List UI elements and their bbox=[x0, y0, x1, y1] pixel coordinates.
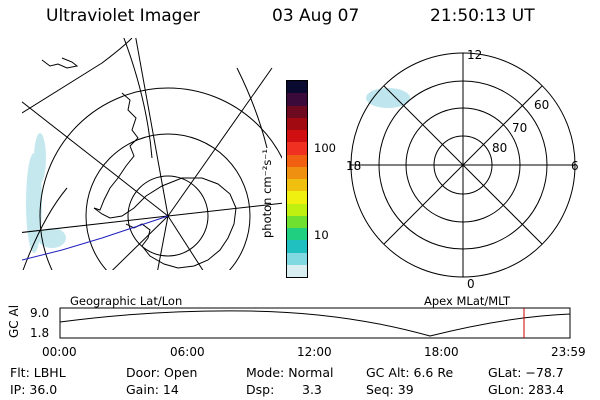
colorbar-segment bbox=[287, 105, 307, 118]
colorbar-segment bbox=[287, 81, 307, 94]
lat-label-80: 80 bbox=[492, 141, 507, 155]
status-flt: Flt: LBHL bbox=[10, 365, 66, 380]
left-panel-label: Geographic Lat/Lon bbox=[70, 294, 183, 308]
satellite-track bbox=[22, 215, 169, 261]
mlt-label-0: 0 bbox=[467, 277, 475, 291]
status-seq: Seq: 39 bbox=[366, 382, 414, 397]
colorbar bbox=[286, 80, 308, 278]
instrument-title: Ultraviolet Imager bbox=[46, 6, 200, 26]
colorbar-segment bbox=[287, 166, 307, 179]
mlt-label-6: 6 bbox=[571, 159, 579, 173]
timeline-xtick-1200: 12:00 bbox=[297, 345, 332, 359]
colorbar-tick-100: 100 bbox=[314, 141, 336, 155]
colorbar-segment bbox=[287, 130, 307, 143]
status-dsp-value: 3.3 bbox=[302, 382, 322, 397]
timeline-xtick-0000: 00:00 bbox=[42, 345, 77, 359]
time-label: 21:50:13 UT bbox=[430, 6, 535, 26]
aurora-emission-left bbox=[26, 133, 66, 253]
right-panel-label: Apex MLat/MLT bbox=[424, 294, 511, 308]
colorbar-tick-10: 10 bbox=[314, 228, 329, 242]
status-ip: IP: 36.0 bbox=[10, 382, 58, 397]
colorbar-segment bbox=[287, 191, 307, 204]
date-label: 03 Aug 07 bbox=[272, 6, 360, 26]
geographic-map bbox=[22, 38, 282, 270]
status-glat: GLat: −78.7 bbox=[488, 365, 564, 380]
coastline bbox=[41, 57, 237, 269]
timeline-ytick-1-8: 1.8 bbox=[30, 326, 49, 340]
colorbar-segment bbox=[287, 154, 307, 167]
status-gain: Gain: 14 bbox=[126, 382, 179, 397]
status-door: Door: Open bbox=[126, 365, 198, 380]
status-gc-alt: GC Alt: 6.6 Re bbox=[366, 365, 454, 380]
colorbar-segment bbox=[287, 264, 307, 277]
altitude-curve bbox=[59, 310, 571, 337]
colorbar-segment bbox=[287, 179, 307, 192]
lat-circle-mid bbox=[85, 133, 251, 270]
status-mode: Mode: Normal bbox=[246, 365, 334, 380]
colorbar-segment bbox=[287, 93, 307, 106]
timeline-ylabel: GC Alt bbox=[7, 306, 21, 338]
colorbar-unit-label: photon cm⁻²s⁻¹ bbox=[260, 149, 274, 238]
mlt-label-12: 12 bbox=[467, 48, 482, 62]
timeline-xtick-0600: 06:00 bbox=[170, 345, 205, 359]
colorbar-segment bbox=[287, 240, 307, 253]
altitude-timeline: 9.0 1.8 00:00 06:00 12:00 18:00 23:59 GC… bbox=[7, 306, 586, 359]
colorbar-segment bbox=[287, 142, 307, 155]
timeline-ytick-9: 9.0 bbox=[30, 306, 49, 320]
colorbar-segment bbox=[287, 203, 307, 216]
colorbar-segment bbox=[287, 252, 307, 265]
mlt-label-18: 18 bbox=[346, 159, 361, 173]
status-dsp-label: Dsp: bbox=[246, 382, 275, 397]
colorbar-segment bbox=[287, 117, 307, 130]
status-glon: GLon: 283.4 bbox=[488, 382, 564, 397]
lat-label-70: 70 bbox=[512, 121, 527, 135]
lat-circle-inner bbox=[127, 175, 209, 257]
timeline-xtick-2359: 23:59 bbox=[551, 345, 586, 359]
polar-plot: 12 18 6 0 60 70 80 bbox=[346, 48, 579, 291]
lat-circle-outer bbox=[39, 87, 282, 270]
colorbar-segment bbox=[287, 228, 307, 241]
lat-label-60: 60 bbox=[534, 98, 549, 112]
colorbar-segment bbox=[287, 215, 307, 228]
timeline-xtick-1800: 18:00 bbox=[424, 345, 459, 359]
